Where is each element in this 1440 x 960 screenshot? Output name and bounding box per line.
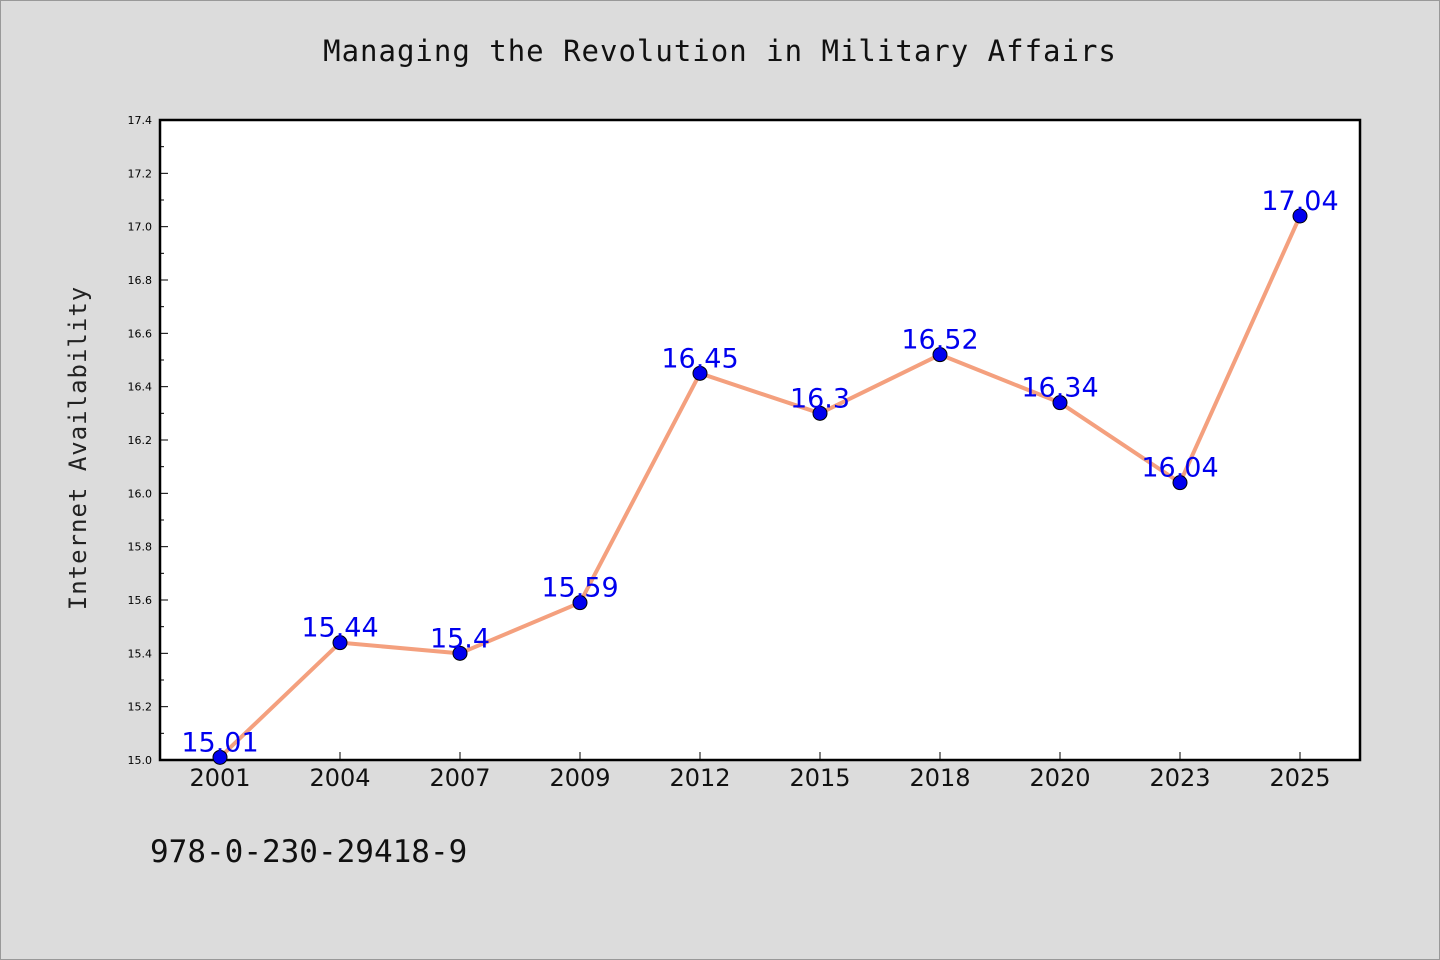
data-label: 15.59 (541, 573, 618, 604)
isbn-text: 978-0-230-29418-9 (150, 834, 468, 870)
y-tick-label: 16.4 (128, 381, 153, 394)
x-tick-label: 2023 (1149, 764, 1210, 792)
y-tick-label: 15.8 (128, 541, 153, 554)
plot-area (158, 118, 1362, 762)
x-tick-label: 2025 (1269, 764, 1330, 792)
data-point (1292, 208, 1308, 224)
x-tick-label: 2012 (669, 764, 730, 792)
y-tick-label: 16.2 (128, 434, 153, 447)
y-tick-label: 15.0 (128, 754, 153, 767)
data-label: 16.04 (1141, 453, 1218, 484)
y-tick-label: 15.4 (128, 647, 153, 660)
data-point (1172, 475, 1188, 491)
x-tick-label: 2015 (789, 764, 850, 792)
chart-title: Managing the Revolution in Military Affa… (323, 34, 1117, 68)
data-label: 15.4 (430, 623, 490, 654)
data-point (572, 595, 588, 611)
data-label: 15.44 (301, 613, 378, 644)
y-tick-label: 16.8 (128, 274, 153, 287)
data-point (812, 405, 828, 421)
x-tick-label: 2009 (549, 764, 610, 792)
y-tick-label: 16.0 (128, 487, 153, 500)
data-point (932, 347, 948, 363)
data-label: 16.34 (1021, 373, 1098, 404)
y-tick-label: 15.2 (128, 701, 153, 714)
data-label: 16.3 (790, 383, 850, 414)
x-tick-label: 2020 (1029, 764, 1090, 792)
data-point (452, 645, 468, 661)
data-label: 16.52 (901, 325, 978, 356)
y-tick-label: 17.4 (128, 114, 153, 127)
y-tick-label: 17.0 (128, 221, 153, 234)
data-label: 17.04 (1261, 186, 1338, 217)
x-tick-label: 2018 (909, 764, 970, 792)
data-label: 15.01 (181, 727, 258, 758)
x-tick-label: 2007 (429, 764, 490, 792)
y-tick-label: 17.2 (128, 167, 153, 180)
data-label: 16.45 (661, 343, 738, 374)
data-point (332, 635, 348, 651)
x-tick-label: 2001 (189, 764, 250, 792)
data-point (1052, 395, 1068, 411)
data-point (692, 365, 708, 381)
data-point (212, 749, 228, 765)
x-tick-label: 2004 (309, 764, 370, 792)
series-line (218, 214, 1302, 760)
y-tick-label: 15.6 (128, 594, 153, 607)
y-tick-label: 16.6 (128, 327, 153, 340)
